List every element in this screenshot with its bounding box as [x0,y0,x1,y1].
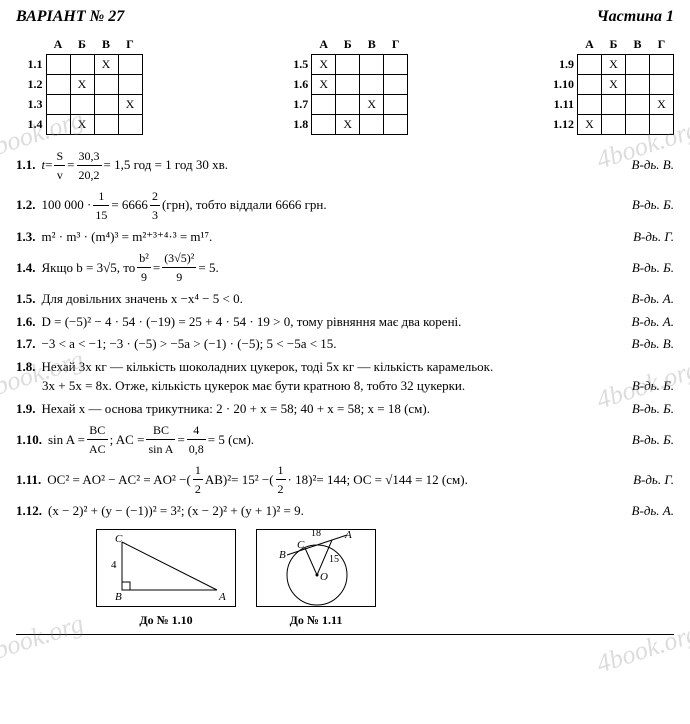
solutions-list: 1.1. t = Sv = 30,320,2 = 1,5 год = 1 год… [16,147,674,521]
solution-1-6: 1.6.D = (−5)² − 4 · 54 · (−19) = 25 + 4 … [16,312,674,332]
answer-grids: АБВГ 1.1X 1.2X 1.3X 1.4X АБВГ 1.5X 1.6X … [16,36,674,135]
solution-1-1: 1.1. t = Sv = 30,320,2 = 1,5 год = 1 год… [16,147,674,184]
solution-1-12: 1.12.(x − 2)² + (y − (−1))² = 3²; (x − 2… [16,501,674,521]
watermark-icon: 4book.org [593,618,690,679]
variant-title: ВАРІАНТ № 27 [16,8,124,26]
svg-text:C: C [297,539,305,551]
solution-1-2: 1.2. 100 000 · 115 = 6666 23 (грн), тобт… [16,187,674,224]
svg-text:B: B [115,591,122,603]
solution-1-8: 1.8.Нехай 3x кг — кількість шоколадних ц… [16,357,674,396]
svg-text:A: A [218,591,226,603]
diagram-1-10: C B A 4 До № 1.10 [96,529,236,628]
solution-1-11: 1.11. OC² = AO² − AC² = AO² − (12 AB)² =… [16,461,674,498]
solution-1-4: 1.4. Якщо b = 3√5, то b²9 = (3√5)²9 = 5.… [16,249,674,286]
grid-2: АБВГ 1.5X 1.6X 1.7X 1.8X [282,36,409,135]
svg-text:O: O [320,571,328,583]
solution-1-10: 1.10. sin A = BCAC ; AC = BCsin A = 40,8… [16,421,674,458]
solution-1-5: 1.5.Для довільних значень x −x⁴ − 5 < 0.… [16,289,674,309]
grid-1: АБВГ 1.1X 1.2X 1.3X 1.4X [16,36,143,135]
svg-text:A: A [344,529,352,541]
solution-1-3: 1.3.m² · m³ · (m⁴)³ = m²⁺³⁺⁴·³ = m¹⁷. В-… [16,227,674,247]
bottom-rule [16,634,674,635]
solution-1-9: 1.9.Нехай x — основа трикутника: 2 · 20 … [16,399,674,419]
diagrams-row: C B A 4 До № 1.10 A B C O 15 18 До № 1.1… [16,529,674,628]
solution-1-7: 1.7.−3 < a < −1; −3 · (−5) > −5a > (−1) … [16,334,674,354]
svg-text:15: 15 [329,554,339,565]
diagram-1-11: A B C O 15 18 До № 1.11 [256,529,376,628]
svg-text:B: B [279,549,286,561]
grid-3: АБВГ 1.9X 1.10X 1.11X 1.12X [548,36,675,135]
svg-text:4: 4 [111,559,117,571]
svg-text:18: 18 [311,529,321,539]
part-label: Частина 1 [597,8,674,26]
svg-text:C: C [115,533,123,545]
